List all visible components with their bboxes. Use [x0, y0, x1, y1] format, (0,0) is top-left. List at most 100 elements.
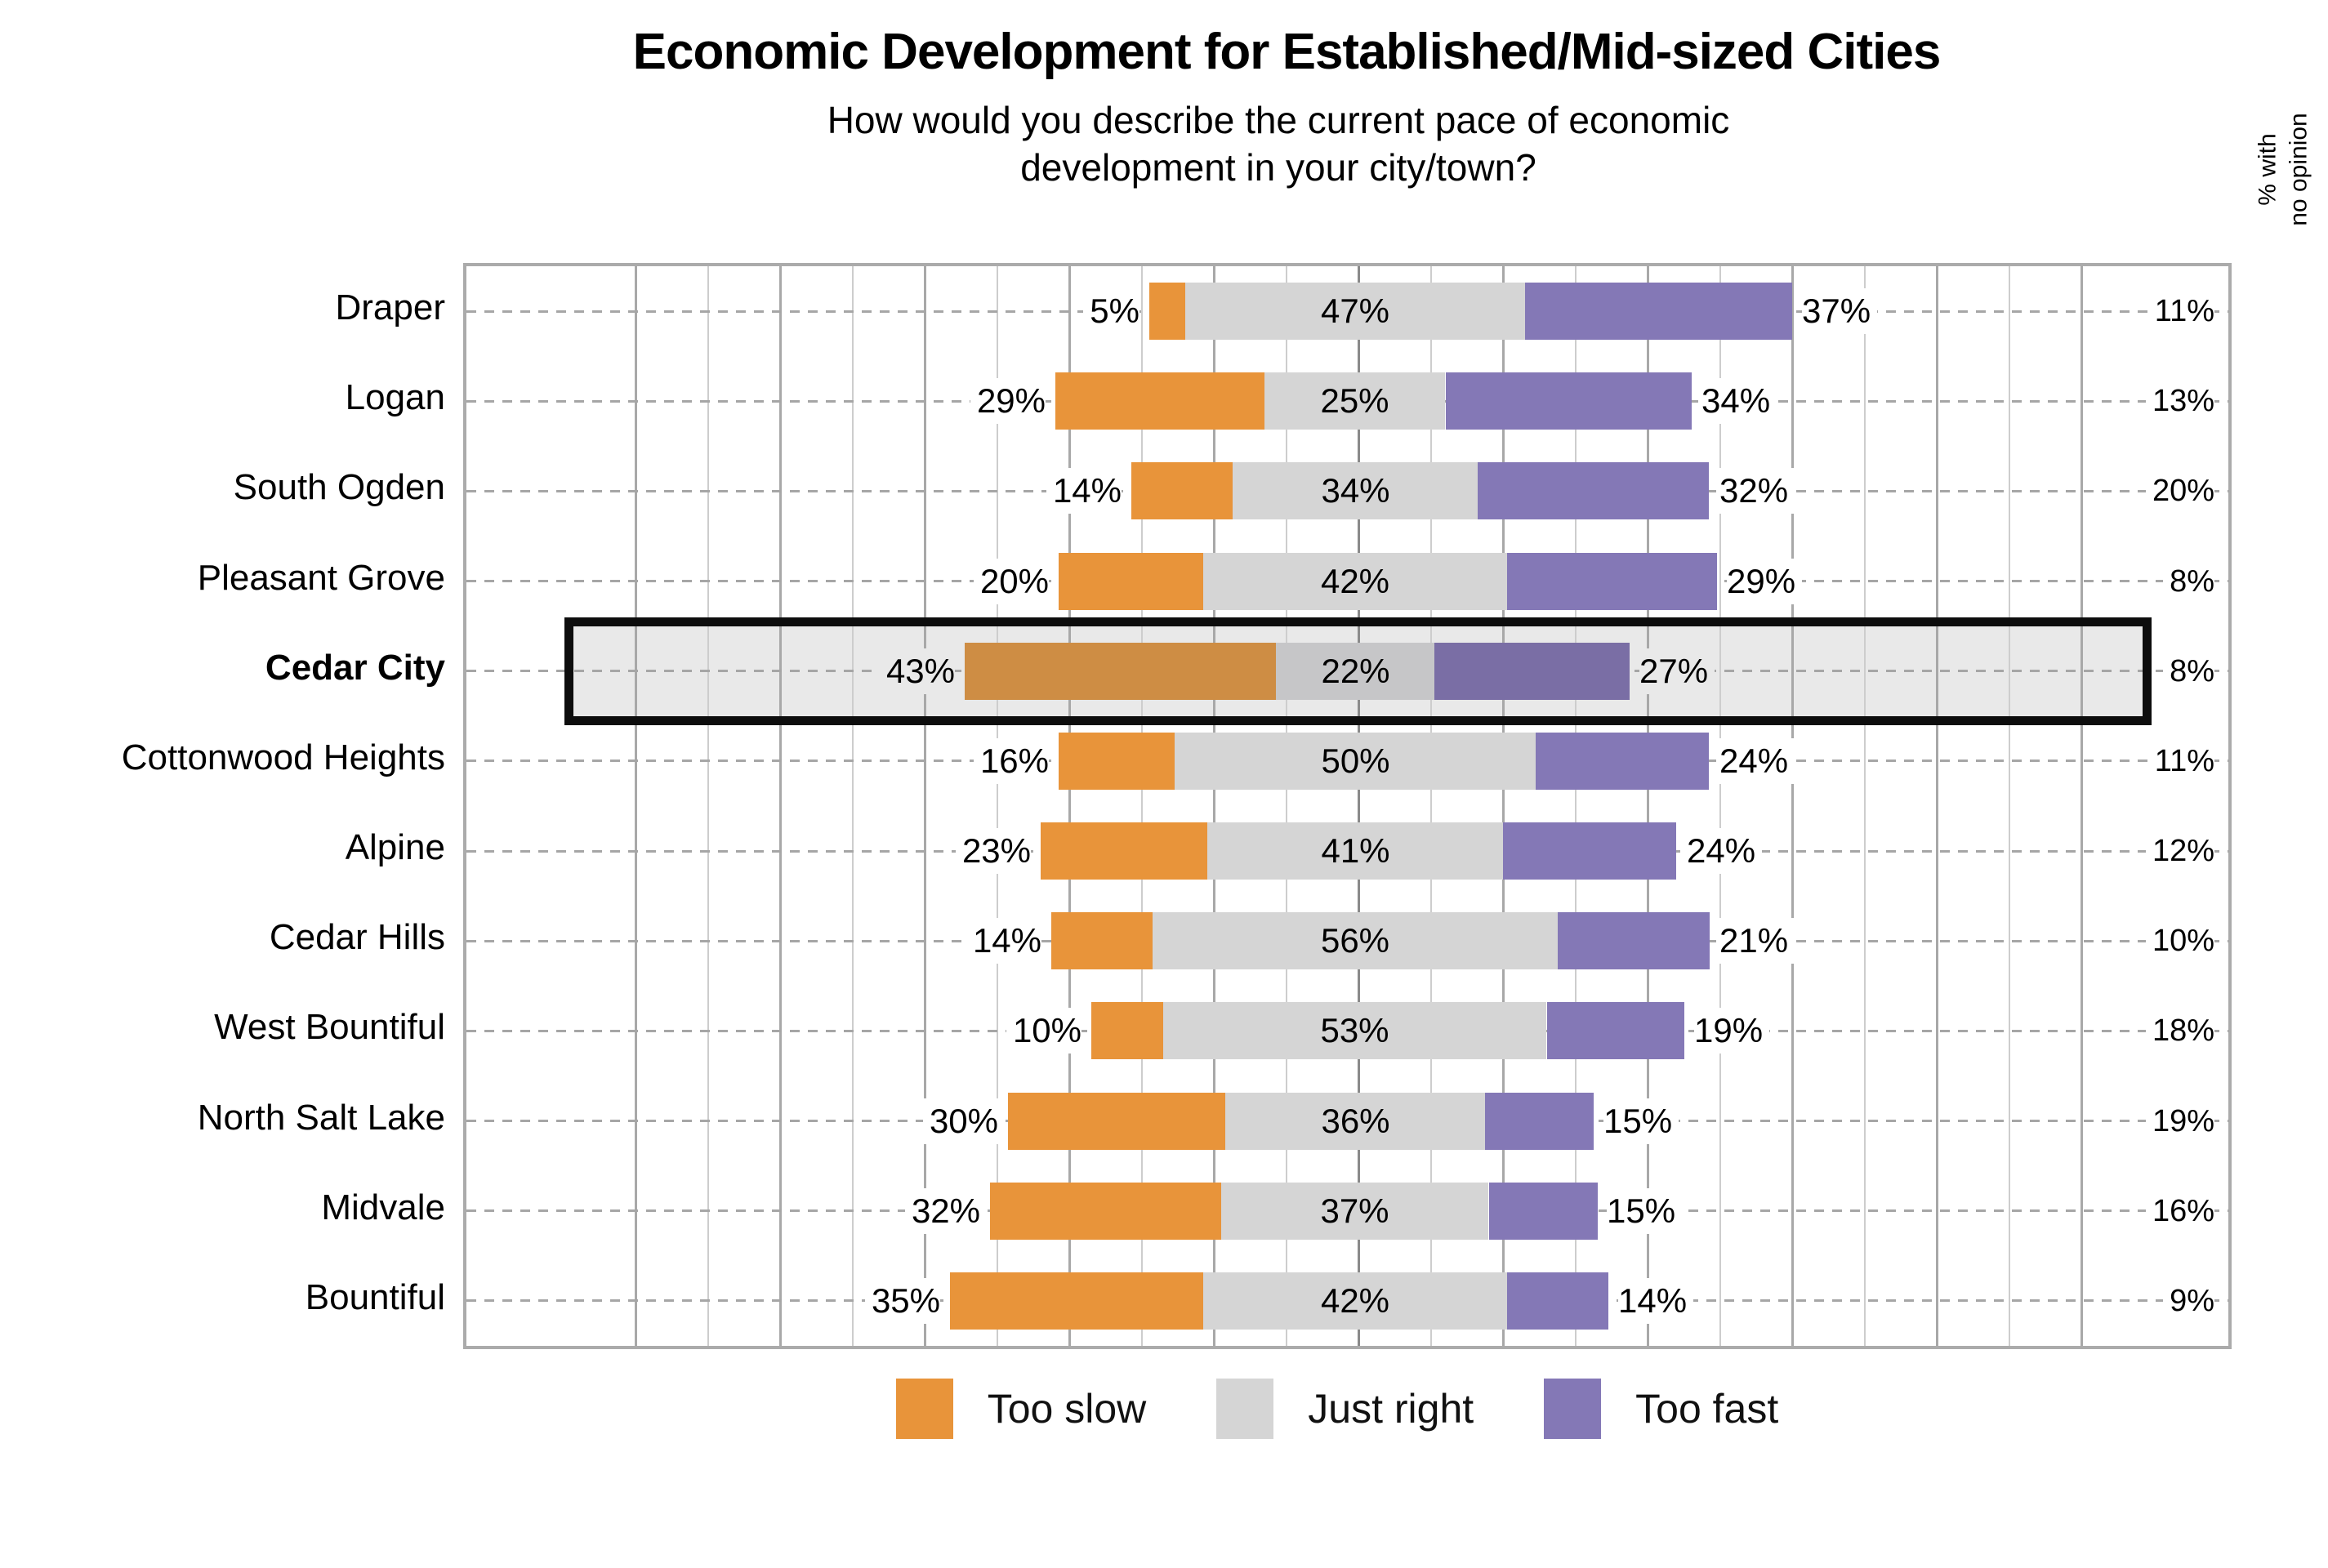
- gridline: [1213, 266, 1215, 1346]
- chart-subtitle-line2: development in your city/town?: [1020, 146, 1536, 189]
- value-label-just-right: 34%: [1321, 471, 1390, 510]
- value-label-just-right: 47%: [1320, 292, 1390, 330]
- bar-segment-too-fast: [1536, 733, 1709, 790]
- bar-segment-too-fast: [1525, 283, 1792, 340]
- bar-segment-just-right: [1175, 733, 1536, 790]
- category-label: Cedar Hills: [269, 917, 445, 957]
- value-label-no-opinion: 9%: [2163, 1278, 2214, 1324]
- gridline: [1719, 266, 1721, 1346]
- value-label-too-fast: 27%: [1639, 648, 1715, 694]
- bar-segment-just-right: [1221, 1183, 1488, 1240]
- value-label-too-fast: 34%: [1701, 378, 1777, 424]
- value-label-too-slow: 5%: [1083, 288, 1139, 334]
- bar-segment-just-right: [1233, 462, 1478, 519]
- legend-label-too-fast: Too fast: [1635, 1386, 1779, 1432]
- category-label: Logan: [345, 377, 445, 417]
- bar-segment-too-fast: [1446, 372, 1692, 430]
- gridline: [1647, 266, 1649, 1346]
- bar-segment-too-fast: [1489, 1183, 1598, 1240]
- value-label-too-fast: 19%: [1694, 1008, 1770, 1054]
- bar-segment-just-right: [1185, 283, 1525, 340]
- value-label-too-slow: 14%: [966, 918, 1041, 964]
- value-label-no-opinion: 16%: [2145, 1188, 2214, 1234]
- value-label-just-right: 42%: [1320, 562, 1390, 600]
- just-right-swatch-icon: [1216, 1379, 1274, 1439]
- value-label-too-slow: 43%: [879, 648, 955, 694]
- value-label-too-fast: 15%: [1607, 1188, 1683, 1234]
- value-label-no-opinion: 18%: [2145, 1008, 2214, 1054]
- bar-segment-too-fast: [1503, 822, 1676, 880]
- gridline: [779, 266, 782, 1346]
- value-label-too-slow: 14%: [1046, 468, 1122, 514]
- value-label-no-opinion: 11%: [2147, 738, 2214, 784]
- gridline: [1286, 266, 1287, 1346]
- bar-segment-too-slow: [965, 643, 1276, 700]
- bar-segment-too-slow: [1008, 1093, 1225, 1150]
- bar-segment-too-slow: [1131, 462, 1233, 519]
- value-label-too-slow: 32%: [904, 1188, 980, 1234]
- value-label-just-right: 42%: [1320, 1281, 1390, 1320]
- value-label-too-fast: 15%: [1603, 1098, 1679, 1144]
- value-label-too-slow: 35%: [864, 1278, 940, 1324]
- legend-item-too-slow: Too slow: [895, 1379, 1147, 1439]
- value-label-too-slow: 30%: [922, 1098, 998, 1144]
- bar-segment-too-slow: [1055, 372, 1265, 430]
- bar-segment-just-right: [1276, 643, 1435, 700]
- value-label-too-fast: 29%: [1727, 559, 1803, 604]
- gridline: [1864, 266, 1866, 1346]
- value-label-just-right: 25%: [1320, 381, 1389, 420]
- bar-segment-too-slow: [990, 1183, 1221, 1240]
- too-slow-swatch-icon: [895, 1379, 953, 1439]
- bar-segment-too-slow: [1059, 553, 1203, 610]
- category-label: Cottonwood Heights: [121, 737, 445, 777]
- value-label-too-fast: 21%: [1719, 918, 1795, 964]
- gridline: [1936, 266, 1938, 1346]
- bar-segment-too-fast: [1485, 1093, 1594, 1150]
- category-label: South Ogden: [233, 467, 445, 507]
- legend-item-just-right: Just right: [1216, 1379, 1474, 1439]
- value-label-too-slow: 10%: [1006, 1008, 1081, 1054]
- gridline: [997, 266, 998, 1346]
- category-label: West Bountiful: [214, 1007, 445, 1047]
- category-label: Alpine: [345, 827, 445, 867]
- bar-segment-just-right: [1203, 553, 1507, 610]
- value-label-no-opinion: 19%: [2145, 1098, 2214, 1144]
- value-label-no-opinion: 13%: [2145, 378, 2214, 424]
- zero-axis-line: [1358, 266, 1360, 1346]
- value-label-just-right: 53%: [1320, 1011, 1389, 1049]
- value-label-too-slow: 23%: [955, 828, 1031, 874]
- value-label-too-slow: 20%: [973, 559, 1049, 604]
- bar-segment-too-slow: [1051, 912, 1153, 969]
- legend-label-too-slow: Too slow: [987, 1386, 1147, 1432]
- gridline: [1502, 266, 1505, 1346]
- category-label: Cedar City: [265, 648, 445, 688]
- value-label-just-right: 56%: [1320, 921, 1390, 960]
- value-label-too-fast: 24%: [1719, 738, 1795, 784]
- value-label-too-fast: 37%: [1802, 288, 1878, 334]
- bar-segment-just-right: [1203, 1272, 1507, 1330]
- bar-segment-too-fast: [1507, 553, 1717, 610]
- bar-segment-just-right: [1264, 372, 1445, 430]
- gridline: [2080, 266, 2083, 1346]
- bar-segment-just-right: [1225, 1093, 1486, 1150]
- bar-segment-too-fast: [1547, 1002, 1684, 1059]
- no-opinion-axis-note-line1: % with: [2254, 133, 2281, 206]
- highlight-box-border: [564, 617, 2152, 725]
- plot-area: 5% 47% 37% 11% 29% 25% 34% 13% 14% 34% 32% 20% 20% 42…: [463, 263, 2232, 1349]
- chart-title: Economic Development for Established/Mid…: [632, 24, 1942, 80]
- value-label-too-slow: 16%: [973, 738, 1049, 784]
- legend: Too slow Just right Too fast: [173, 1379, 2328, 1439]
- bar-segment-too-slow: [950, 1272, 1203, 1330]
- bar-segment-just-right: [1207, 822, 1504, 880]
- value-label-just-right: 41%: [1321, 831, 1390, 870]
- gridline: [1141, 266, 1143, 1346]
- value-label-no-opinion: 20%: [2145, 468, 2214, 514]
- chart-subtitle-line1: How would you describe the current pace …: [827, 99, 1730, 141]
- category-label: Bountiful: [305, 1277, 445, 1317]
- value-label-no-opinion: 8%: [2163, 559, 2214, 604]
- gridline: [1068, 266, 1071, 1346]
- chart-subtitle: How would you describe the current pace …: [343, 96, 2214, 191]
- value-label-just-right: 37%: [1320, 1192, 1389, 1230]
- gridline: [852, 266, 854, 1346]
